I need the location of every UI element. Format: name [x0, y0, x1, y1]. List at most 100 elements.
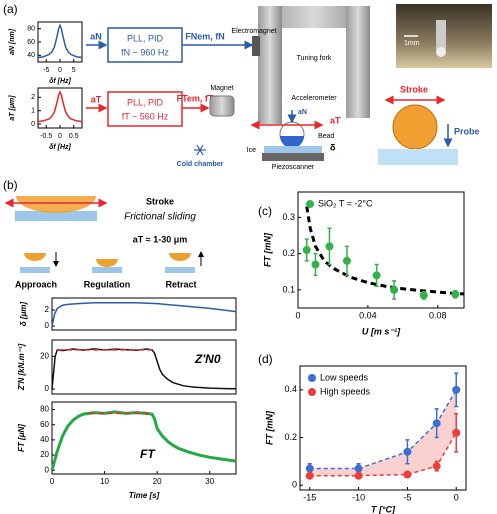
- y-tick-label: 60: [27, 39, 35, 46]
- legend-label: High speeds: [320, 386, 371, 396]
- y-tick-label: 0.1: [282, 284, 295, 294]
- x-tick-label: -15: [303, 492, 316, 502]
- ice: [165, 267, 195, 273]
- y-tick-label: 0: [45, 321, 50, 330]
- ice: [15, 211, 97, 221]
- marker: [419, 291, 428, 300]
- marker: [305, 471, 314, 480]
- marker: [451, 290, 460, 299]
- probe-bead: [392, 104, 438, 150]
- y-axis-label: FT [mN]: [264, 410, 274, 445]
- fit-line: [305, 206, 465, 296]
- plot-frame: [51, 297, 237, 331]
- arrow-label: FNem, fN: [185, 31, 225, 41]
- x-axis-label: U [m s⁻¹]: [362, 326, 401, 336]
- marker: [354, 464, 363, 473]
- series-line: [51, 302, 237, 327]
- x-tick-label: 0: [58, 67, 62, 74]
- y-tick-label: 2: [45, 305, 50, 314]
- x-tick-label: 0.08: [429, 310, 447, 320]
- marker: [342, 256, 351, 265]
- subtitle: Frictional sliding: [124, 212, 196, 223]
- marker: [354, 471, 363, 480]
- probe-bead: [24, 253, 46, 261]
- y-tick-label: 20: [40, 351, 49, 360]
- y-tick-label: 0.3: [282, 212, 295, 222]
- y-tick-label: 40: [40, 435, 49, 444]
- y-tick-label: 40: [27, 52, 35, 59]
- legend-marker: [308, 374, 316, 382]
- legend-marker: [306, 200, 314, 208]
- amplitude: aT ≈ 1-30 μm: [133, 234, 187, 244]
- label: δ: [330, 142, 336, 152]
- x-tick-label: 5: [72, 67, 76, 74]
- plot-frame: [299, 365, 467, 491]
- label: Ice: [247, 147, 256, 154]
- probe-bead: [96, 259, 118, 267]
- arrow-label: aT: [91, 94, 102, 104]
- y-tick-label: 0: [31, 121, 35, 128]
- x-tick-label: -0.5: [40, 133, 52, 140]
- x-tick-label: -5: [403, 492, 411, 502]
- reference-label: FT: [140, 447, 156, 461]
- title: Stroke: [146, 196, 174, 206]
- y-axis-label: FT [mN]: [262, 232, 272, 267]
- x-tick-label: 0: [454, 492, 459, 502]
- box-text: PLL, PID: [127, 97, 164, 107]
- x-tick-label: -5: [43, 67, 49, 74]
- x-tick-label: 10: [100, 477, 109, 486]
- series-line: [37, 90, 83, 123]
- ice: [92, 267, 122, 273]
- y-tick-label: 0.2: [284, 432, 297, 442]
- panel-label: (c): [258, 204, 272, 218]
- ice-slab: [378, 149, 458, 165]
- y-tick-label: 0: [45, 465, 50, 474]
- label: Tuning fork: [297, 55, 332, 62]
- x-tick-label: 0: [295, 310, 300, 320]
- x-axis-label: Time [s]: [129, 491, 160, 500]
- label: aN: [298, 109, 307, 116]
- marker: [432, 462, 441, 471]
- y-tick-label: 1: [31, 108, 35, 115]
- x-axis-label: δf [Hz]: [49, 144, 71, 151]
- pll-box: [107, 91, 183, 127]
- y-axis-label: FT [μN]: [17, 424, 26, 452]
- marker: [432, 419, 441, 428]
- piezoscanner: [262, 153, 324, 161]
- y-tick-label: 60: [40, 420, 49, 429]
- series-line: [37, 23, 83, 59]
- box-text: fT ~ 560 Hz: [122, 111, 169, 121]
- label: Stroke: [400, 84, 428, 94]
- x-tick-label: -10: [352, 492, 365, 502]
- ice: [20, 267, 50, 273]
- marker: [403, 447, 412, 456]
- y-tick-label: 0: [45, 384, 50, 393]
- y-tick-label: 0.2: [282, 248, 295, 258]
- plot-frame: [51, 339, 237, 395]
- plot-frame: [297, 191, 465, 309]
- y-tick-label: 0: [292, 480, 297, 490]
- electromagnet: [252, 36, 260, 56]
- bead-half: [280, 136, 304, 148]
- y-tick-label: 80: [40, 405, 49, 414]
- tuning-fork: [258, 6, 282, 124]
- marker: [302, 246, 311, 254]
- arrow-label: aN: [90, 31, 102, 41]
- ice: [264, 146, 322, 153]
- band: [309, 389, 457, 476]
- panel-label: (b): [3, 178, 18, 192]
- step-label: Approach: [15, 279, 57, 289]
- label: Bead: [318, 133, 334, 140]
- step-label: Regulation: [84, 279, 131, 289]
- x-tick-label: 0.5: [69, 133, 79, 140]
- arrow-label: FTem, fT: [177, 93, 214, 103]
- label: Cold chamber: [177, 161, 224, 168]
- label: Piezoscanner: [272, 164, 315, 171]
- y-tick-label: 0.4: [284, 384, 297, 394]
- marker: [403, 470, 412, 479]
- reference-label: Z'N0: [194, 352, 221, 366]
- box-text: PLL, PID: [127, 33, 164, 43]
- panel-label: (a): [3, 2, 18, 16]
- x-tick-label: 30: [205, 477, 214, 486]
